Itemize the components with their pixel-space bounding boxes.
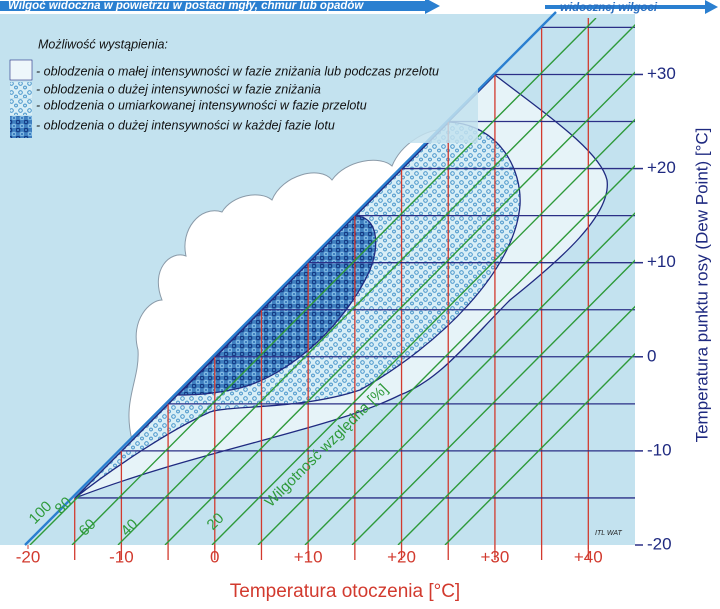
x-tick-label: +10 [294,547,323,566]
rh-line [351,259,635,545]
banner-left: Wilgoć widoczna w powietrzu w postaci mg… [8,0,364,12]
x-tick-label: +30 [481,547,510,566]
rh-line [71,18,597,545]
legend-item: - oblodzenia o małej intensywności w faz… [36,64,439,78]
rh-line [29,494,81,545]
banner-arrow-left [0,0,440,14]
rh-line [117,24,635,545]
legend-item: - oblodzenia o dużej intensywności w każ… [36,118,335,132]
legend-swatch [9,59,33,81]
legend-swatch [10,82,32,98]
legend-title: Możliwość wystąpienia: [38,37,168,51]
banner-arrow-right [545,0,718,14]
y-tick-label: 0 [647,346,656,365]
x-tick-label: +20 [387,547,416,566]
x-tick-label: -10 [109,547,134,566]
rh-line [257,164,635,545]
x-tick-label: -20 [16,547,41,566]
credit: ITL WAT [595,530,623,537]
legend-swatch [10,99,32,115]
rh-line [211,118,635,545]
rh-line [444,352,635,545]
rh-line [164,71,635,545]
rh-line [304,212,635,545]
rh-line [397,305,635,545]
x-tick-label: +40 [574,547,603,566]
legend: Możliwość wystąpienia: - oblodzenia o ma… [6,33,478,143]
y-tick-label: +20 [647,158,676,177]
region-high [176,215,377,396]
x-tick-label: 0 [210,547,219,566]
banner-right: widocznej wilgoci [560,2,658,14]
y-tick-label: -10 [647,440,672,459]
grid [74,18,635,560]
y-tick-label: -20 [647,534,672,553]
y-tick-label: +30 [647,64,676,83]
legend-item: - oblodzenia o dużej intensywności w faz… [36,82,321,96]
legend-item: - oblodzenia o umiarkowanej intensywnośc… [36,98,367,112]
rh-lines [29,18,635,545]
legend-swatch [10,116,32,138]
x-axis-label: Temperatura otoczenia [°C] [230,581,460,602]
legend-box [6,33,478,143]
y-axis-label: Temperatura punktu rosy (Dew Point) [°C] [692,128,711,443]
y-tick-label: +10 [647,252,676,271]
